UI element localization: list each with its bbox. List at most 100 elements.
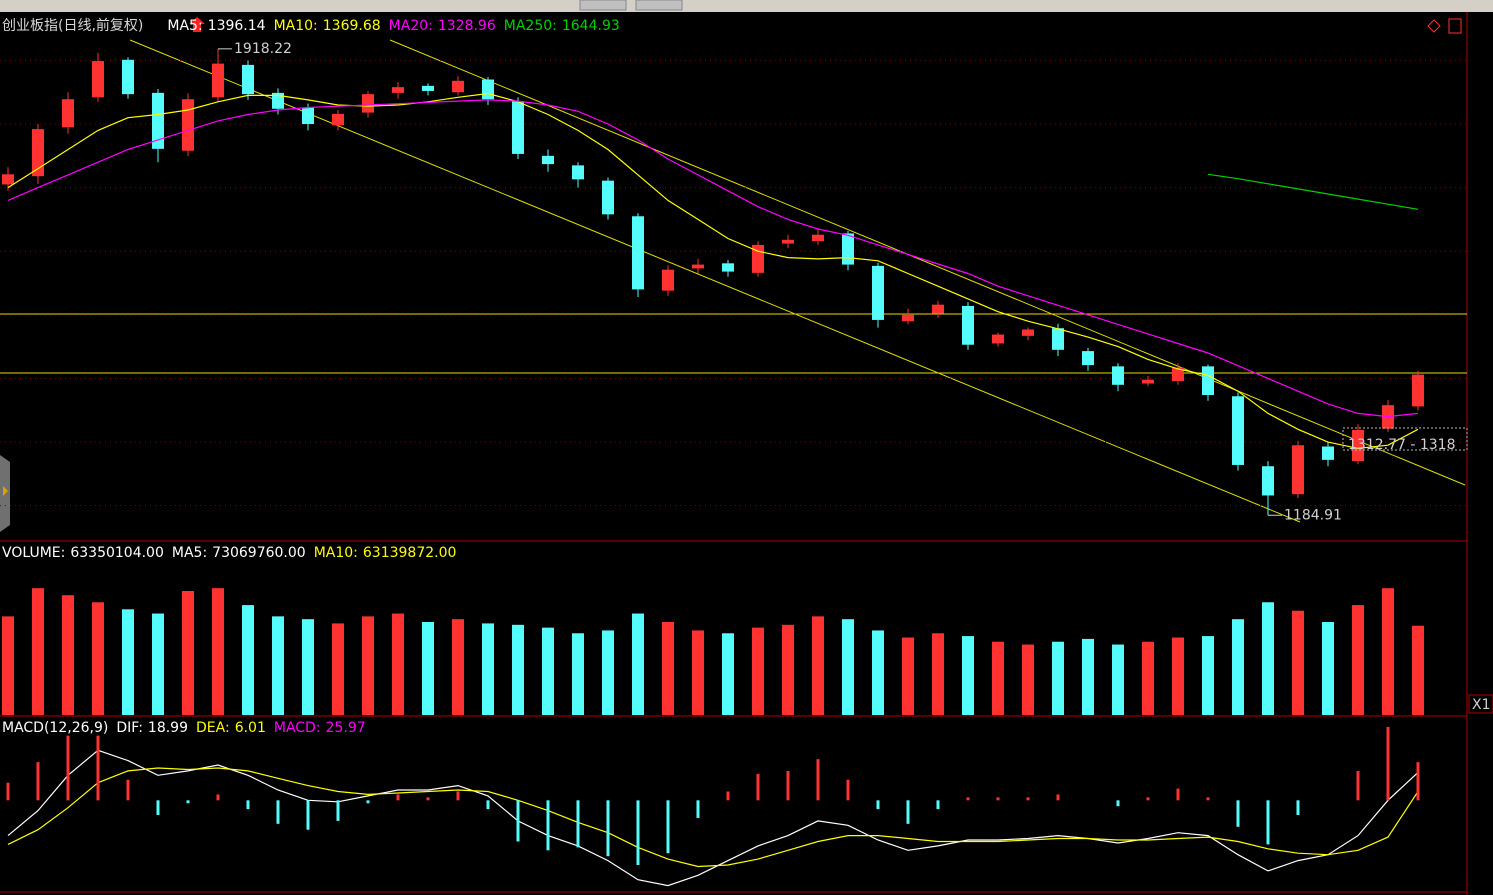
candle-body bbox=[692, 264, 704, 269]
candle-body bbox=[1262, 466, 1274, 496]
menu-tab[interactable] bbox=[635, 0, 683, 11]
volume-bar bbox=[662, 622, 674, 715]
volume-bar bbox=[752, 627, 764, 715]
volume-bar bbox=[392, 613, 404, 715]
volume-bar bbox=[1352, 605, 1364, 715]
volume-bar bbox=[1052, 641, 1064, 715]
window-icon[interactable] bbox=[1448, 18, 1462, 34]
volume-bar bbox=[272, 616, 284, 715]
chart-title: 创业板指(日线,前复权) bbox=[2, 17, 143, 34]
panel-header: 创业板指(日线,前复权) MA5: 1396.14 MA10: 1369.68 MA20:… bbox=[2, 17, 620, 34]
annotation-box bbox=[1342, 427, 1468, 451]
candle-body bbox=[722, 263, 734, 272]
volume-bar bbox=[692, 630, 704, 715]
indicator-value: 18.99 bbox=[148, 720, 188, 736]
volume-bar bbox=[1172, 637, 1184, 715]
candle-body bbox=[542, 155, 554, 165]
volume-bar bbox=[1022, 644, 1034, 715]
volume-bar bbox=[572, 633, 584, 715]
candle-body bbox=[452, 80, 464, 93]
annotation-label: 1918.22 bbox=[234, 41, 292, 57]
panel-header: MACD(12,26,9) DIF: 18.99 DEA: 6.01 MACD: 25.97 bbox=[2, 720, 366, 736]
volume-bar bbox=[212, 588, 224, 715]
ma-line bbox=[1207, 173, 1419, 210]
volume-bar bbox=[1202, 636, 1214, 715]
volume-bar bbox=[932, 633, 944, 715]
candle-body bbox=[332, 113, 344, 126]
candle-body bbox=[812, 234, 824, 242]
volume-bar bbox=[362, 616, 374, 715]
volume-bar bbox=[1142, 641, 1154, 715]
candle-body bbox=[182, 99, 194, 151]
candle-body bbox=[302, 107, 314, 125]
candle-body bbox=[632, 216, 644, 290]
volume-bar bbox=[902, 637, 914, 715]
candle-body bbox=[1112, 366, 1124, 385]
candle-body bbox=[1412, 374, 1424, 407]
indicator-name: VOLUME: bbox=[2, 545, 65, 561]
indicator-name: DEA: bbox=[196, 720, 230, 736]
candle-body bbox=[92, 61, 104, 98]
indicator-value: 63350104.00 bbox=[70, 545, 164, 561]
volume-bar bbox=[962, 636, 974, 715]
volume-bar bbox=[1292, 610, 1304, 715]
scale-button-label[interactable]: X1 bbox=[1472, 697, 1491, 713]
volume-bar bbox=[2, 616, 14, 715]
indicator-value: 73069760.00 bbox=[212, 545, 306, 561]
annotation-label: 1184.91 bbox=[1284, 507, 1342, 523]
candle-body bbox=[902, 314, 914, 322]
window-icon[interactable] bbox=[1427, 19, 1441, 33]
volume-bar bbox=[1382, 588, 1394, 715]
indicator-value: 25.97 bbox=[326, 720, 366, 736]
volume-bar bbox=[542, 627, 554, 715]
indicator-name: MA10: bbox=[314, 545, 358, 561]
volume-bar bbox=[1232, 619, 1244, 715]
indicator-name: MA20: bbox=[389, 18, 433, 34]
indicator-value: 1328.96 bbox=[438, 18, 496, 34]
volume-bar bbox=[782, 624, 794, 715]
volume-bar bbox=[122, 609, 134, 715]
volume-bar bbox=[1082, 638, 1094, 715]
candle-body bbox=[482, 79, 494, 100]
panel-header: VOLUME: 63350104.00 MA5: 73069760.00 MA10: 63… bbox=[2, 545, 456, 561]
volume-bar bbox=[422, 622, 434, 715]
indicator-name: MA10: bbox=[274, 18, 318, 34]
candle-body bbox=[422, 85, 434, 91]
candle-body bbox=[1052, 328, 1064, 350]
candle-body bbox=[512, 101, 524, 154]
menu-tab[interactable] bbox=[579, 0, 627, 11]
candle-body bbox=[152, 92, 164, 149]
candle-body bbox=[842, 233, 854, 265]
volume-bar bbox=[62, 595, 74, 715]
candle-body bbox=[392, 87, 404, 93]
ma-line bbox=[7, 99, 1419, 418]
indicator-arrow bbox=[189, 17, 205, 32]
candle-body bbox=[662, 269, 674, 291]
candle-body bbox=[1082, 351, 1094, 366]
indicator-value: 6.01 bbox=[235, 720, 266, 736]
candle-body bbox=[242, 64, 254, 95]
volume-bar bbox=[1412, 625, 1424, 715]
volume-bar bbox=[872, 630, 884, 715]
indicator-value: 63139872.00 bbox=[363, 545, 457, 561]
candle-body bbox=[572, 165, 584, 180]
candle-body bbox=[272, 92, 284, 109]
volume-bar bbox=[152, 613, 164, 715]
volume-bar bbox=[242, 605, 254, 715]
candle-body bbox=[1022, 329, 1034, 336]
volume-bar bbox=[1112, 644, 1124, 715]
indicator-value: 1396.14 bbox=[208, 18, 266, 34]
candle-body bbox=[1142, 379, 1154, 384]
candle-body bbox=[1172, 367, 1184, 381]
candle-body bbox=[362, 94, 374, 113]
menu-bar bbox=[0, 0, 1493, 12]
candle-body bbox=[602, 180, 614, 215]
indicator-name: DIF: bbox=[116, 720, 143, 736]
candle-body bbox=[62, 99, 74, 128]
candle-body bbox=[1232, 396, 1244, 465]
scale-button[interactable] bbox=[1468, 694, 1493, 714]
candle-body bbox=[1322, 446, 1334, 460]
